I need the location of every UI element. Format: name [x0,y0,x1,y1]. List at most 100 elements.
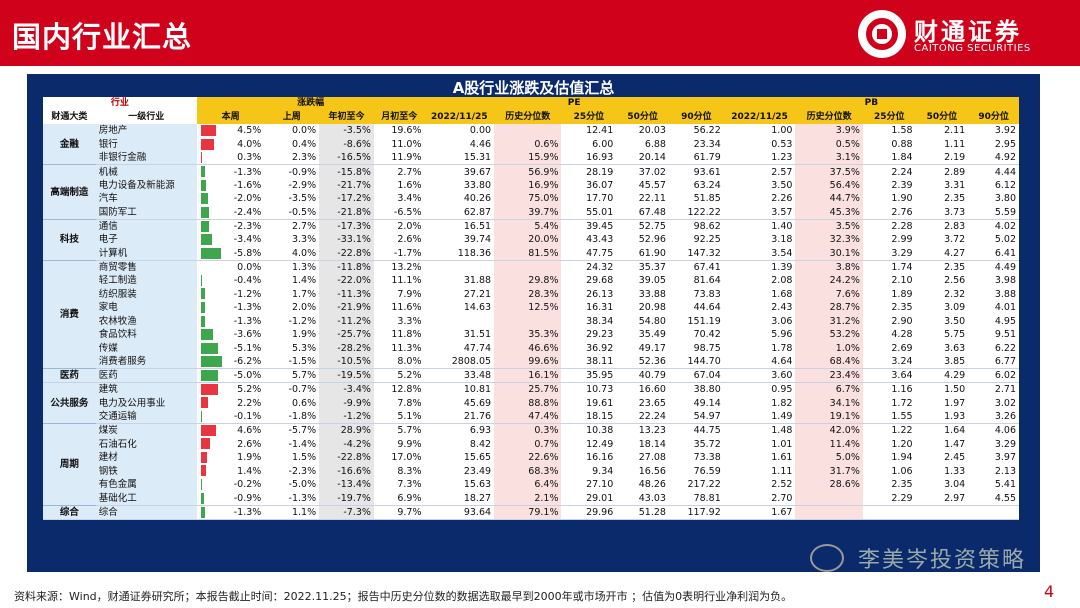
week-change-bar [200,301,206,313]
cell-pe25: 29.68 [586,275,614,287]
cell-ytd: -22.8% [319,246,374,261]
table-row: 电力及公用事业 2.2% 0.6% -9.9% 7.8% 45.69 88.8% 19.61 2… [43,396,1019,411]
cell-pe50: 22.24 [616,410,669,425]
cell-pb25: 3.29 [862,246,916,261]
category-cell: 周期 [43,423,96,506]
industry-name: 家电 [95,300,197,315]
industry-name: 电力及公用事业 [95,396,197,411]
cell-pe90: 38.80 [693,384,721,396]
cell-pe50: 20.03 [638,125,666,137]
cell-lw: -1.3% [264,491,320,506]
cell-pep: 39.7% [494,205,562,220]
cell-pe: 15.65 [463,452,492,464]
cell-pe50: 51.28 [616,505,669,520]
cell-pb25: 0.88 [891,139,913,151]
cell-pbp: 34.1% [795,396,863,411]
week-change-bar [200,479,202,491]
week-change-bar [200,506,206,518]
cell-pb: 2.70 [723,491,796,506]
cell-pe90: 54.97 [668,410,724,425]
cell-ytd: -1.2% [319,410,374,425]
cell-pe50: 52.96 [638,234,666,246]
cell-pe: 47.74 [463,342,492,354]
cell-pe25: 36.07 [586,179,614,191]
industry-name: 计算机 [95,246,197,261]
table-title: A股行业涨跌及估值汇总 [452,79,615,97]
table-row: 轻工制造 -0.4% 1.4% -22.0% 11.1% 31.88 29.8% 29.68 3… [43,273,1019,288]
cell-pe25: 9.34 [592,465,614,477]
cell-mtd: 11.3% [391,342,422,354]
cell-pb25: 2.76 [862,205,916,220]
cell-ytd: -4.2% [319,437,374,451]
cell-pb50: 3.63 [944,342,966,354]
week-change-cell: -1.6% [197,179,264,193]
table-row: 传媒 -5.1% 5.3% -28.2% 11.3% 47.74 46.6% 36.92 49.… [43,341,1019,356]
cell-pb50: 1.64 [944,425,966,437]
cell-pep: 28.3% [494,287,562,301]
cell-pb25: 2.35 [891,302,913,314]
industry-name: 交通运输 [95,410,197,425]
cell-pb50: 5.75 [944,329,966,341]
cell-pb: 1.67 [723,505,796,520]
cell-ytd: -11.3% [319,287,374,301]
cell-pb25: 1.94 [891,452,913,464]
cell-lw: 1.1% [264,505,320,520]
week-change-cell: 4.0% [197,138,264,152]
cell-pbp: 0.5% [795,137,863,152]
cell-pe50: 18.14 [638,438,666,450]
cell-pb25: 1.89 [891,288,913,300]
cell-pb25: 1.55 [862,410,916,425]
cell-pe90: 35.72 [693,438,721,450]
cell-pb: 3.60 [723,368,796,384]
cell-pe: 0.00 [469,125,492,137]
cell-pe50: 45.57 [638,179,666,191]
week-change-bar [200,384,219,396]
week-change-bar [200,274,203,286]
cell-pb25: 2.10 [891,275,913,287]
cell-pb50: 3.50 [944,315,966,327]
cell-pb: 1.61 [771,452,793,464]
cell-pbp: 37.5% [795,164,863,179]
cell-pe: 39.67 [463,166,492,178]
cell-ytd: -11.8% [319,260,374,274]
column-header: 25分位 [561,110,617,125]
cell-pbp: 23.4% [795,368,863,384]
cell-mtd: 11.0% [391,139,422,151]
cell-pe25: 38.11 [561,355,617,370]
cell-pe50: 67.48 [616,205,669,220]
week-change-cell: -5.0% [196,368,265,384]
week-change-value: 4.5% [237,125,262,137]
cell-pbp: 3.5% [795,219,863,233]
cell-pe: 39.74 [463,234,492,246]
cell-pb: 2.43 [771,302,793,314]
cell-pb25: 2.39 [891,179,913,191]
watermark-text: 李美岑投资策略 [858,548,1027,573]
industry-name: 石油石化 [95,437,197,451]
cell-pep [494,124,562,138]
cell-pep: 88.8% [494,396,562,411]
column-header: 月初至今 [373,110,425,125]
cell-mtd: 5.7% [397,425,422,437]
cell-pb50: 2.89 [944,166,966,178]
cell-pe50: 16.56 [638,465,666,477]
cell-pe90: 67.04 [668,368,724,384]
week-change-bar [200,247,221,259]
cell-ytd: -28.2% [319,341,374,356]
cell-pbp: 32.3% [795,232,863,247]
cell-pbp: 1.0% [795,341,863,356]
cell-pb25: 1.06 [891,465,913,477]
cell-pe50: 6.88 [644,139,666,151]
cell-pep: 35.3% [494,328,562,342]
cell-pbp: 30.1% [795,246,863,261]
column-header: 50分位 [616,110,669,125]
industry-name: 建材 [95,450,197,465]
cell-pep: 79.1% [494,505,562,520]
cell-pe: 14.63 [463,302,492,314]
cell-pb90: 4.01 [994,302,1016,314]
cell-pe50: 40.79 [616,368,669,384]
cell-lw: -0.5% [264,205,320,220]
cell-pb90 [968,505,1019,520]
cell-pe25: 36.92 [586,342,614,354]
cell-pe50: 61.90 [616,246,669,261]
page-number: 4 [1044,582,1055,601]
